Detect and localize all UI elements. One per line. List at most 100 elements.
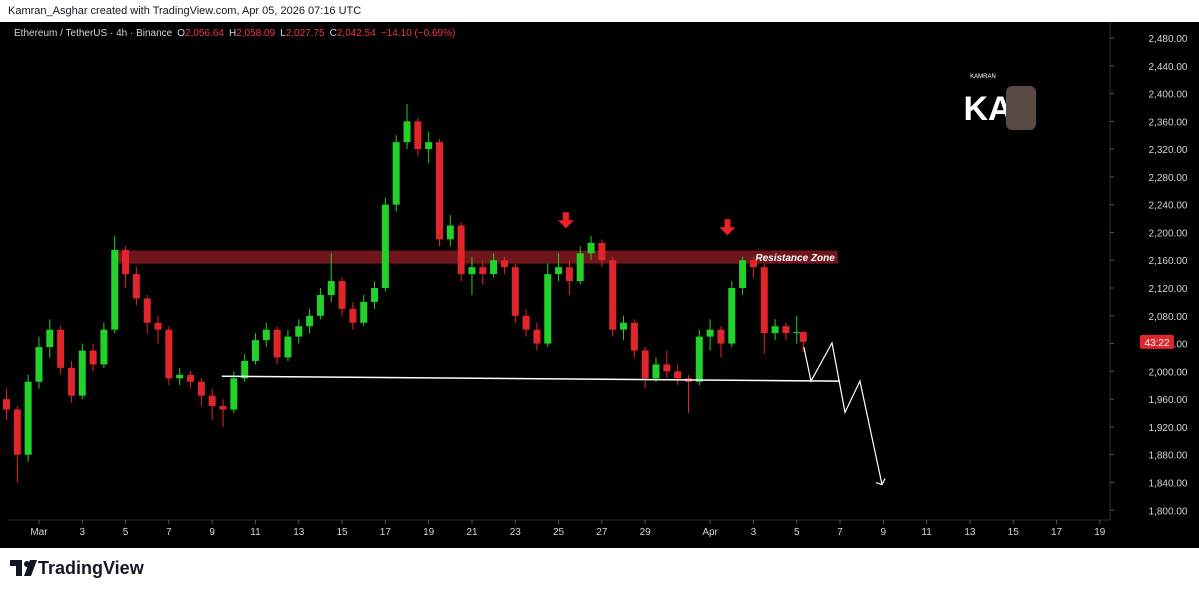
- candle-body: [251, 340, 259, 361]
- x-tick-label: 19: [1094, 527, 1106, 538]
- x-tick-label: Mar: [30, 527, 48, 538]
- x-tick-label: 29: [640, 527, 652, 538]
- candle-body: [695, 336, 703, 382]
- candle-body: [219, 406, 227, 410]
- change: −14.10 (−0.69%): [380, 28, 456, 39]
- x-tick-label: 15: [1008, 527, 1020, 538]
- candle-body: [327, 281, 335, 295]
- x-tick-label: 13: [293, 527, 305, 538]
- footer-brand: TradingView: [38, 558, 144, 578]
- red-arrow: [557, 212, 574, 229]
- candle-body: [663, 364, 671, 372]
- candle-body: [349, 308, 357, 323]
- y-tick-label: 2,080.00: [1149, 312, 1188, 323]
- x-tick-label: 13: [964, 527, 976, 538]
- ohlc-value: 2,042.54: [336, 28, 376, 39]
- candle-body: [706, 329, 714, 337]
- candle-body: [154, 322, 162, 330]
- candle-body: [479, 267, 487, 275]
- candle-body: [67, 367, 75, 396]
- background: [0, 22, 1199, 548]
- candle-body: [197, 381, 205, 396]
- ohlc-value: 2,027.75: [285, 28, 325, 39]
- candle-body: [295, 326, 303, 337]
- candle-body: [273, 329, 281, 358]
- candle-body: [122, 249, 130, 275]
- candle-body: [457, 225, 465, 275]
- candle-body: [565, 267, 573, 282]
- candle-body: [187, 374, 195, 382]
- x-tick-label: 5: [123, 527, 129, 538]
- y-tick-label: 2,440.00: [1149, 62, 1188, 73]
- candle-body: [176, 374, 184, 379]
- countdown: 43:22: [1144, 338, 1169, 349]
- price-label-box: [1140, 334, 1174, 349]
- header: Kamran_Asghar created with TradingView.c…: [0, 0, 1199, 22]
- candle-body: [262, 329, 270, 341]
- candle-body: [360, 301, 368, 323]
- y-tick-label: 2,400.00: [1149, 90, 1188, 101]
- candle-body: [760, 267, 768, 334]
- candle-body: [35, 347, 43, 382]
- y-tick-label: 1,880.00: [1149, 451, 1188, 462]
- candle-body: [782, 326, 790, 334]
- candle-body: [414, 121, 422, 150]
- y-tick-label: 1,800.00: [1149, 506, 1188, 517]
- x-tick-label: 7: [166, 527, 172, 538]
- y-tick-label: 2,320.00: [1149, 145, 1188, 156]
- candle-body: [46, 329, 54, 348]
- candle-body: [371, 288, 379, 302]
- ohlc-value: 2,058.09: [236, 28, 276, 39]
- resistance-label: Resistance Zone: [755, 253, 835, 264]
- y-tick-label: 2,360.00: [1149, 117, 1188, 128]
- candle-body: [2, 399, 10, 410]
- x-tick-label: 9: [209, 527, 215, 538]
- candle-body: [241, 360, 249, 379]
- candle-body: [468, 267, 476, 275]
- candle-body: [533, 329, 541, 344]
- candle-body: [576, 253, 584, 282]
- x-tick-label: 25: [553, 527, 565, 538]
- candle-body: [500, 260, 508, 268]
- candle-body: [630, 322, 638, 351]
- candle-body: [230, 378, 238, 410]
- candle-body: [652, 364, 660, 379]
- candle-body: [717, 329, 725, 344]
- candle-body: [555, 267, 563, 275]
- y-tick-label: 2,480.00: [1149, 34, 1188, 45]
- candle-body: [793, 332, 801, 334]
- x-tick-label: 17: [1051, 527, 1063, 538]
- candle-body: [208, 395, 216, 407]
- x-tick-label: 11: [921, 527, 932, 538]
- candle-body: [425, 142, 433, 150]
- x-tick-label: 19: [423, 527, 435, 538]
- candle-body: [165, 329, 173, 379]
- x-tick-label: 23: [510, 527, 522, 538]
- candle-body: [609, 260, 617, 330]
- candle-body: [620, 322, 628, 330]
- candle-body: [728, 288, 736, 344]
- x-tick-label: 21: [466, 527, 478, 538]
- ohlc-key: O: [177, 28, 186, 39]
- support-line: [221, 375, 841, 382]
- candle-body: [446, 225, 454, 240]
- chart: 1,800.00 1,840.00 1,880.00 1,920.00 1,960.00…: [0, 22, 1199, 548]
- y-tick-label: 2,120.00: [1149, 284, 1188, 295]
- candle-body: [587, 242, 595, 254]
- y-tick-label: 2,000.00: [1149, 367, 1188, 378]
- resistance-zone: [117, 250, 838, 264]
- candle-body: [100, 329, 108, 365]
- y-tick-label: 2,280.00: [1149, 173, 1188, 184]
- logo: KA: [963, 90, 1012, 128]
- projection-arrowhead: [875, 478, 886, 486]
- red-arrow: [719, 219, 736, 236]
- ohlc-key: C: [329, 28, 337, 39]
- x-tick-label: 11: [250, 527, 261, 538]
- x-tick-label: 3: [751, 527, 757, 538]
- candle-body: [306, 315, 314, 327]
- ohlc-key: H: [228, 28, 237, 39]
- tv-logo: [10, 560, 37, 576]
- symbol-title: Ethereum / TetherUS · 4h · Binance: [14, 28, 173, 39]
- candle-body: [381, 204, 389, 289]
- logo-figure: [1006, 86, 1036, 130]
